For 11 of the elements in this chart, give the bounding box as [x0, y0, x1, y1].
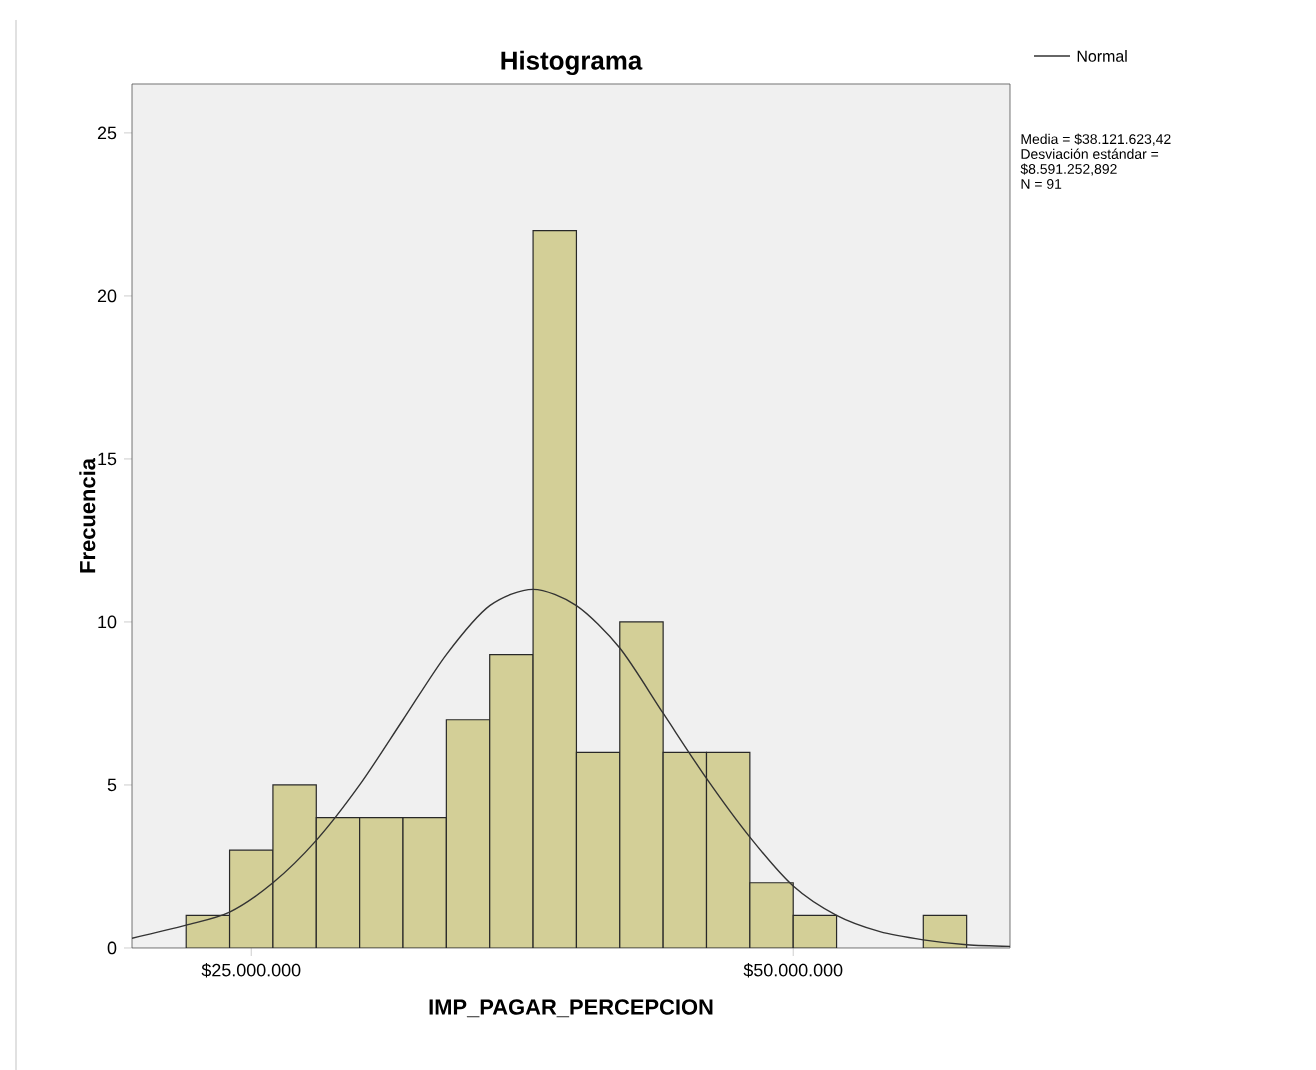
y-tick-label: 15	[98, 452, 117, 466]
x-tick-label: $50.000.000	[743, 962, 843, 978]
x-axis-title: IMP_PAGAR_PERCEPCION	[429, 999, 713, 1018]
y-tick-label: 25	[97, 126, 117, 140]
y-axis-title: Frecuencia	[79, 457, 96, 573]
y-tick-label: 20	[97, 289, 117, 303]
chart-title: Histograma	[501, 50, 643, 75]
y-tick-label: 0	[107, 941, 117, 955]
y-tick-label: 10	[98, 615, 117, 629]
x-tick-label: $25.000.000	[201, 962, 301, 978]
y-tick-label: 5	[107, 778, 117, 792]
